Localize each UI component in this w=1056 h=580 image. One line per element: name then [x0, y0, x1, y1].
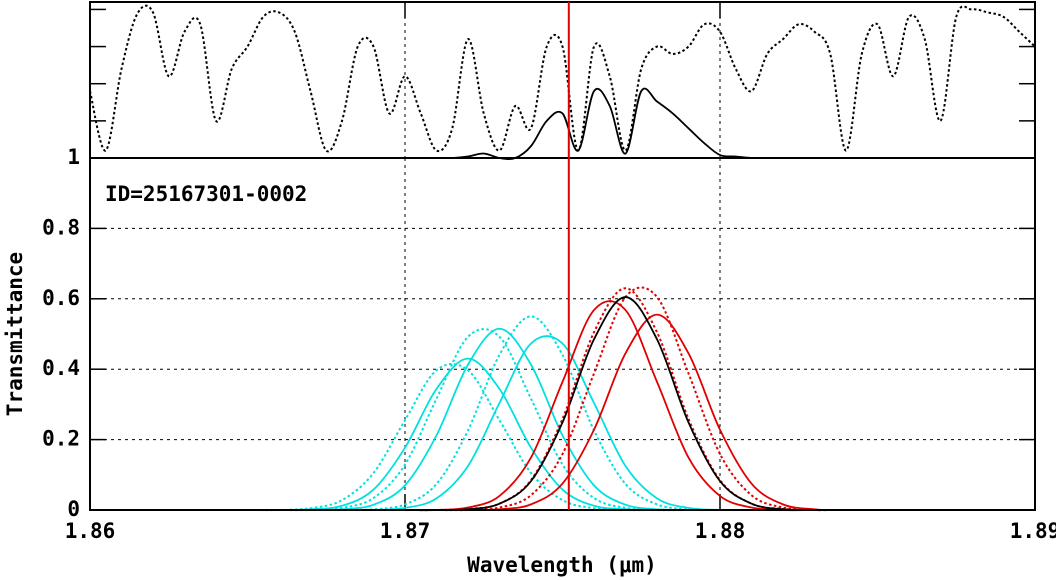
x-tick-label: 1.88: [695, 519, 746, 543]
x-axis-label: Wavelength (μm): [467, 553, 657, 577]
y-tick-label: 0.8: [42, 215, 80, 239]
plot-frame: [89, 157, 1036, 511]
x-tick-label: 1.87: [380, 519, 431, 543]
x-tick-label: 1.86: [65, 519, 116, 543]
y-tick-label: 0.4: [42, 356, 80, 380]
y-tick-label: 1: [67, 145, 80, 169]
x-tick-label: 1.89: [1010, 519, 1056, 543]
y-tick-label: 0.2: [42, 427, 80, 451]
annotation: ID=25167301-0002: [105, 182, 307, 206]
line-series: [89, 4, 1036, 153]
y-tick-label: 0: [67, 497, 80, 521]
y-tick-label: 0.6: [42, 286, 80, 310]
y-axis-label: Transmittance: [3, 252, 27, 416]
